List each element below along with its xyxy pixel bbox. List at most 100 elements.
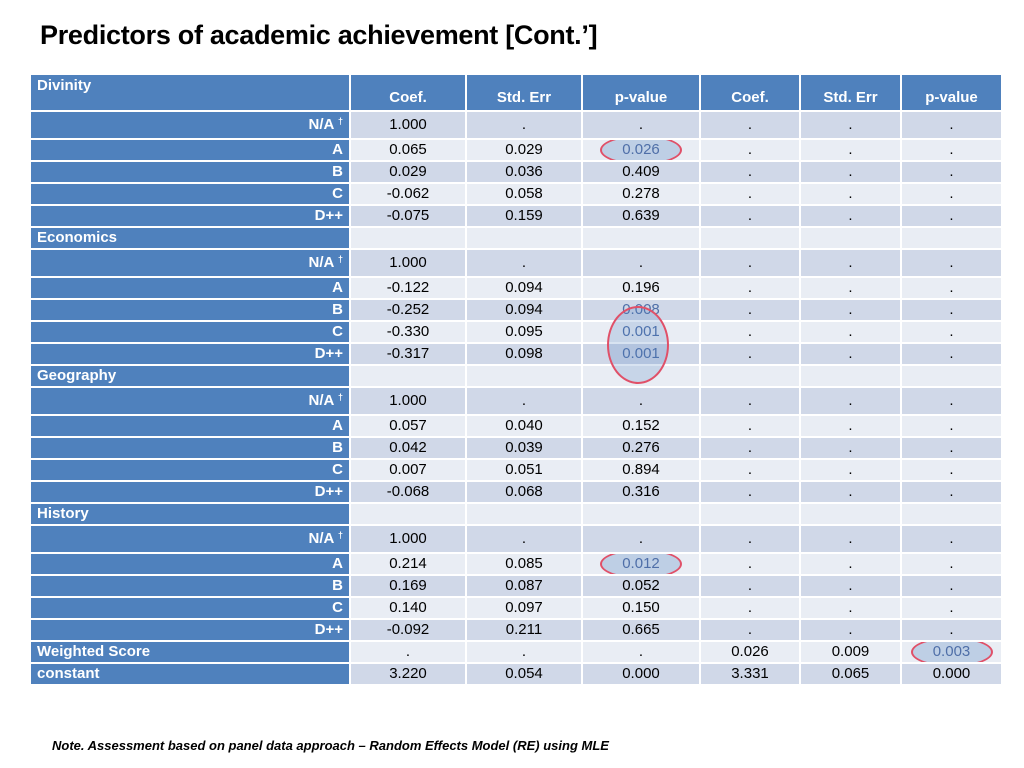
- cell-value: 0.029: [505, 141, 543, 158]
- table-cell: .: [465, 110, 583, 140]
- cell-value: -0.092: [386, 621, 430, 638]
- cell-value: 0.098: [505, 345, 543, 362]
- cell-value: .: [848, 116, 853, 133]
- table-cell: .: [900, 110, 1003, 140]
- table-cell: 0.196: [581, 276, 701, 300]
- row-label-text: Geography: [37, 367, 117, 384]
- row-label: B: [29, 160, 351, 184]
- table-row: A 0.057 0.040 0.152...: [29, 414, 1003, 438]
- row-label-text: N/A: [308, 392, 334, 409]
- table-row: D++ -0.068 0.068 0.316...: [29, 480, 1003, 504]
- cell-value: .: [949, 301, 954, 318]
- table-cell: .: [699, 320, 801, 344]
- table-cell: [799, 226, 902, 250]
- cell-value: 0.007: [389, 461, 427, 478]
- cell-value: .: [521, 116, 527, 133]
- table-cell: .: [799, 182, 902, 206]
- cell-value: 0.140: [389, 599, 427, 616]
- cell-value: 0.003: [932, 643, 971, 660]
- table-row: N/A † 1.000.....: [29, 248, 1003, 278]
- table-cell: 0.008: [581, 298, 701, 322]
- table-cell: 0.639: [581, 204, 701, 228]
- cell-value: 1.000: [389, 116, 427, 133]
- cell-value: .: [638, 392, 644, 409]
- table-cell: .: [699, 276, 801, 300]
- table-cell: 0.095: [465, 320, 583, 344]
- table-cell: 0.087: [465, 574, 583, 598]
- cell-value: .: [747, 555, 753, 572]
- table-cell: .: [799, 618, 902, 642]
- table-cell: 1.000: [349, 524, 467, 554]
- table-cell: 0.052: [581, 574, 701, 598]
- table-cell: -0.330: [349, 320, 467, 344]
- cell-value: .: [638, 643, 644, 660]
- table-cell: 0.051: [465, 458, 583, 482]
- row-label-text: Economics: [37, 229, 118, 246]
- dagger-mark: †: [337, 392, 343, 402]
- table-cell: 0.058: [465, 182, 583, 206]
- table-cell: 0.094: [465, 276, 583, 300]
- row-label: N/A †: [29, 524, 351, 554]
- cell-value: .: [848, 577, 853, 594]
- cell-value: .: [747, 392, 753, 409]
- cell-value: .: [747, 116, 753, 133]
- table-cell: [900, 226, 1003, 250]
- table-cell: .: [799, 414, 902, 438]
- table-cell: .: [900, 458, 1003, 482]
- table-cell: [349, 226, 467, 250]
- table-row: Economics: [29, 226, 1003, 250]
- cell-value: 0.665: [622, 621, 660, 638]
- cell-value: .: [747, 577, 753, 594]
- table-cell: 3.331: [699, 662, 801, 686]
- cell-value: .: [747, 185, 753, 202]
- cell-value: 0.094: [505, 279, 543, 296]
- cell-value: 1.000: [389, 392, 427, 409]
- cell-value: .: [747, 439, 753, 456]
- cell-value: -0.252: [386, 301, 430, 318]
- table-row: N/A † 1.000.....: [29, 386, 1003, 416]
- cell-value: .: [747, 483, 753, 500]
- table-cell: .: [799, 160, 902, 184]
- table-cell: 0.214: [349, 552, 467, 576]
- cell-value: 0.278: [622, 185, 660, 202]
- cell-value: .: [848, 185, 853, 202]
- row-group-label: constant: [29, 662, 351, 686]
- cell-value: .: [949, 345, 954, 362]
- row-label-text: N/A: [308, 530, 334, 547]
- table-cell: 0.001: [581, 342, 701, 366]
- cell-value: .: [747, 530, 753, 547]
- cell-value: 0.065: [831, 665, 870, 682]
- row-label-text: C: [332, 185, 343, 202]
- cell-value: -0.062: [386, 185, 430, 202]
- table-cell: .: [699, 458, 801, 482]
- table-cell: .: [900, 436, 1003, 460]
- table-cell: 0.042: [349, 436, 467, 460]
- table-cell: .: [581, 110, 701, 140]
- table-cell: [699, 226, 801, 250]
- table-cell: 0.169: [349, 574, 467, 598]
- table-row: A 0.065 0.029 0.026...: [29, 138, 1003, 162]
- cell-value: 0.159: [505, 207, 543, 224]
- row-label: A: [29, 414, 351, 438]
- table-cell: 0.152: [581, 414, 701, 438]
- table-row: A -0.122 0.094 0.196...: [29, 276, 1003, 300]
- cell-value: 0.095: [505, 323, 543, 340]
- row-label: C: [29, 458, 351, 482]
- cell-value: .: [949, 621, 954, 638]
- table-row: C -0.062 0.058 0.278...: [29, 182, 1003, 206]
- table-row: B 0.169 0.087 0.052...: [29, 574, 1003, 598]
- cell-value: 0.012: [622, 555, 660, 572]
- row-label-text: C: [332, 461, 343, 478]
- table-body: N/A † 1.000..... A 0.065 0.029 0.026... B 0.029…: [29, 110, 1003, 686]
- table-cell: .: [799, 386, 902, 416]
- table-cell: .: [699, 138, 801, 162]
- cell-value: .: [848, 530, 853, 547]
- row-label-text: D++: [314, 207, 343, 224]
- cell-value: .: [848, 439, 853, 456]
- row-label: D++: [29, 480, 351, 504]
- row-label: A: [29, 138, 351, 162]
- table-cell: 0.068: [465, 480, 583, 504]
- table-cell: 1.000: [349, 248, 467, 278]
- table-cell: .: [699, 618, 801, 642]
- table-cell: .: [699, 552, 801, 576]
